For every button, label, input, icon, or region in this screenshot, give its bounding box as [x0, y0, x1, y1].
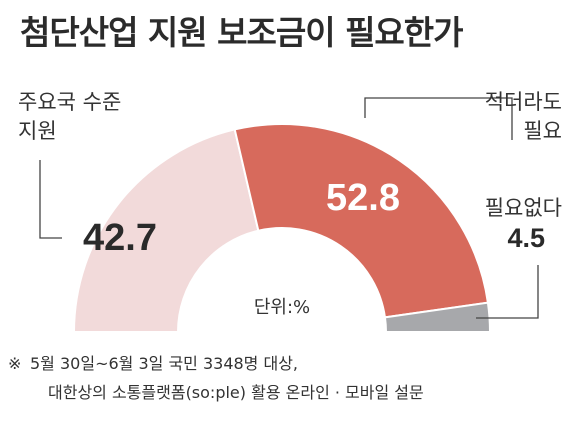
slice-1 — [233, 123, 490, 319]
leader-line-2 — [476, 265, 539, 319]
category-label-2-0: 필요없다 — [485, 196, 562, 220]
slices-group — [72, 123, 492, 333]
category-label-0-0: 주요국 수준 — [18, 90, 121, 114]
footnote-line-1: ※ 5월 30일~6월 3일 국민 3348명 대상, — [8, 349, 424, 378]
footnote-mark: ※ — [8, 354, 22, 373]
footnote-line-2: 대한상의 소통플랫폼(so:ple) 활용 온라인 · 모바일 설문 — [48, 383, 424, 402]
leader-line-1 — [364, 97, 513, 140]
chart-title: 첨단산업 지원 보조금이 필요한가 — [20, 13, 464, 52]
category-label-0-1: 지원 — [18, 119, 57, 143]
unit-label: 단위:% — [254, 297, 310, 318]
slice-2 — [383, 301, 492, 333]
footnote: ※ 5월 30일~6월 3일 국민 3348명 대상, 대한상의 소통플랫폼(so… — [8, 349, 424, 407]
leader-lines-group — [39, 97, 539, 319]
value-label-1: 52.8 — [326, 177, 400, 219]
leader-line-0 — [39, 160, 62, 239]
category-label-1-1: 필요 — [523, 119, 562, 143]
category-label-1-0: 적더라도 — [485, 90, 562, 114]
slice-0 — [72, 128, 260, 333]
value-label-2: 4.5 — [507, 223, 545, 253]
value-label-0: 42.7 — [83, 217, 157, 259]
